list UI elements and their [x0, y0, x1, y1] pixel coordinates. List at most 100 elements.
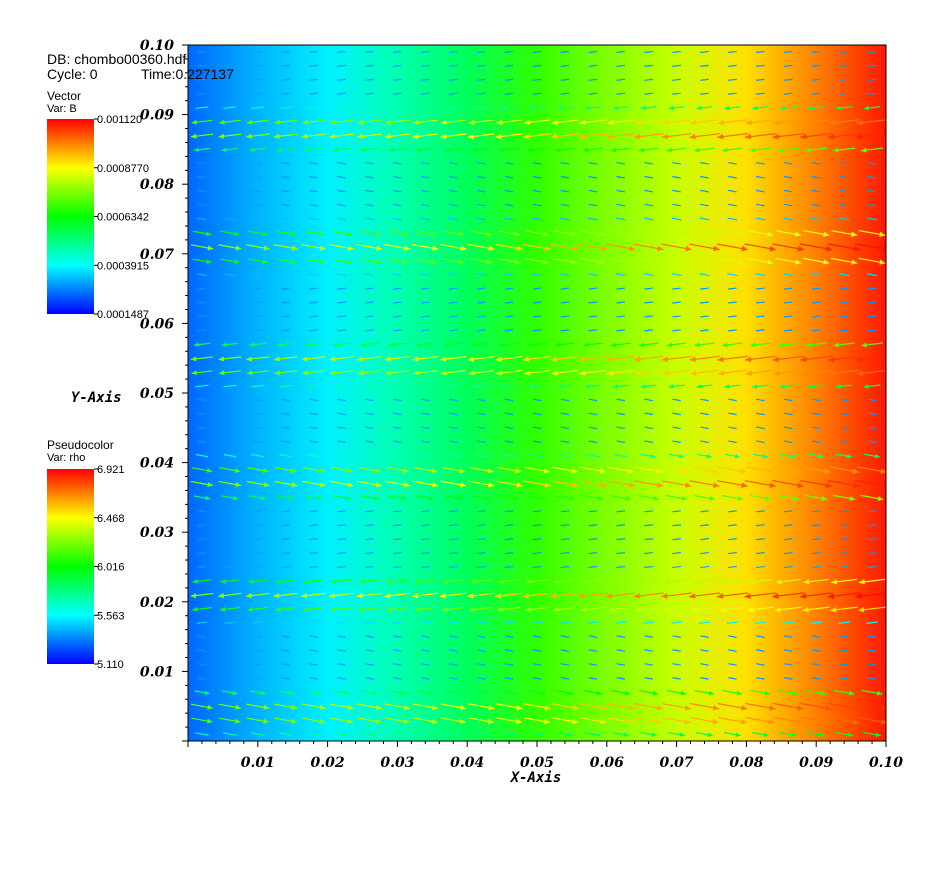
- vector-arrowhead: [488, 245, 495, 251]
- vector-arrowhead: [625, 495, 631, 501]
- vector-arrowhead: [846, 453, 852, 459]
- vector-arrow: [281, 203, 291, 207]
- vector-arrow: [756, 649, 765, 652]
- vector-arrow: [281, 663, 291, 666]
- vector-arrowhead: [583, 147, 589, 153]
- vector-arrow: [700, 551, 709, 555]
- vector-arrowhead: [853, 482, 861, 489]
- vector-arrow: [476, 426, 486, 430]
- vector-arrow: [281, 398, 291, 402]
- vector-arrow: [783, 649, 793, 652]
- vector-arrowhead: [413, 370, 419, 376]
- vector-arrow: [560, 677, 570, 680]
- vector-arrow: [504, 524, 514, 527]
- vector-arrow: [393, 510, 402, 513]
- vector-arrow: [867, 565, 877, 569]
- vector-arrowhead: [580, 606, 587, 613]
- vector-arrow: [476, 287, 486, 290]
- vector-arrow: [476, 315, 486, 318]
- vector-arrow: [448, 203, 458, 207]
- vector-arrow: [281, 315, 291, 318]
- vector-arrowhead: [879, 231, 886, 237]
- vector-arrow: [308, 217, 319, 221]
- vector-arrow: [309, 426, 318, 430]
- vector-arrow: [365, 440, 374, 444]
- vector-arrow: [448, 677, 458, 680]
- vector-colorbar: [47, 119, 94, 314]
- vector-arrow: [644, 315, 653, 318]
- vector-arrow: [560, 161, 570, 165]
- vector-arrowhead: [684, 704, 692, 711]
- vector-arrow: [532, 412, 542, 416]
- vector-arrow: [728, 677, 737, 680]
- vector-arrow: [504, 649, 514, 652]
- vector-arrow: [838, 621, 850, 624]
- vector-arrowhead: [712, 468, 719, 474]
- vector-arrow: [393, 329, 402, 332]
- vector-arrowhead: [640, 384, 646, 389]
- vector-arrow: [560, 50, 570, 54]
- vector-arrowhead: [233, 495, 239, 501]
- vector-arrow: [867, 677, 877, 680]
- vector-arrow: [811, 412, 821, 416]
- vector-arrow: [393, 64, 402, 67]
- vector-arrow: [421, 510, 430, 513]
- vector-arrowhead: [780, 105, 786, 111]
- vector-arrowhead: [319, 482, 326, 488]
- vector-arrowhead: [359, 579, 365, 584]
- vector-arrow: [672, 510, 681, 513]
- vector-arrowhead: [856, 370, 864, 377]
- vector-arrow: [421, 203, 430, 207]
- vector-arrowhead: [578, 133, 585, 140]
- vector-arrow: [421, 440, 430, 444]
- vector-arrow: [699, 273, 710, 277]
- vector-arrow: [867, 524, 877, 527]
- vector-arrow: [365, 635, 374, 638]
- vector-arrow: [700, 663, 709, 666]
- vector-arrow: [672, 64, 681, 67]
- vector-arrowhead: [235, 704, 241, 710]
- vector-arrow: [783, 92, 793, 95]
- vector-arrowhead: [572, 704, 579, 711]
- vector-arrowhead: [400, 690, 406, 696]
- vector-arrow: [223, 384, 237, 388]
- vector-arrow: [644, 440, 653, 444]
- vector-arrowhead: [773, 370, 780, 377]
- vector-arrow: [532, 329, 542, 332]
- vector-arrowhead: [679, 732, 685, 737]
- vector-arrowhead: [796, 718, 804, 725]
- vector-arrow: [309, 663, 318, 666]
- vector-arrow: [421, 677, 430, 680]
- vector-arrowhead: [221, 342, 227, 347]
- vector-arrowhead: [302, 370, 308, 376]
- vector-arrow: [197, 649, 207, 652]
- vector-arrowhead: [652, 690, 659, 696]
- vector-arrow: [756, 203, 765, 207]
- vector-arrow: [278, 732, 293, 736]
- vector-arrowhead: [744, 593, 751, 599]
- vector-arrowhead: [346, 259, 352, 265]
- vector-arrow: [532, 315, 542, 318]
- vector-arrow: [672, 426, 681, 430]
- vector-arrowhead: [347, 482, 354, 488]
- vector-arrowhead: [358, 606, 365, 612]
- vector-arrow: [253, 398, 263, 402]
- vector-arrow: [334, 106, 349, 110]
- vector-arrow: [644, 203, 653, 207]
- vector-arrowhead: [329, 356, 336, 362]
- vector-arrow: [337, 635, 346, 638]
- vector-arrow: [672, 565, 682, 569]
- vector-arrowhead: [805, 147, 811, 153]
- vector-arrow: [838, 273, 850, 277]
- vector-arrow: [672, 161, 681, 165]
- vector-arrowhead: [803, 579, 810, 585]
- vector-arrowhead: [807, 384, 813, 389]
- vector-arrow: [672, 329, 681, 332]
- vector-arrow: [253, 78, 263, 81]
- vector-arrowhead: [773, 119, 780, 126]
- pseudocolor-colorbar-tick-label: 6.921: [97, 464, 125, 476]
- vector-arrowhead: [633, 593, 641, 599]
- vector-arrowhead: [194, 342, 199, 347]
- vector-arrow: [448, 412, 458, 416]
- vector-arrow: [616, 440, 626, 444]
